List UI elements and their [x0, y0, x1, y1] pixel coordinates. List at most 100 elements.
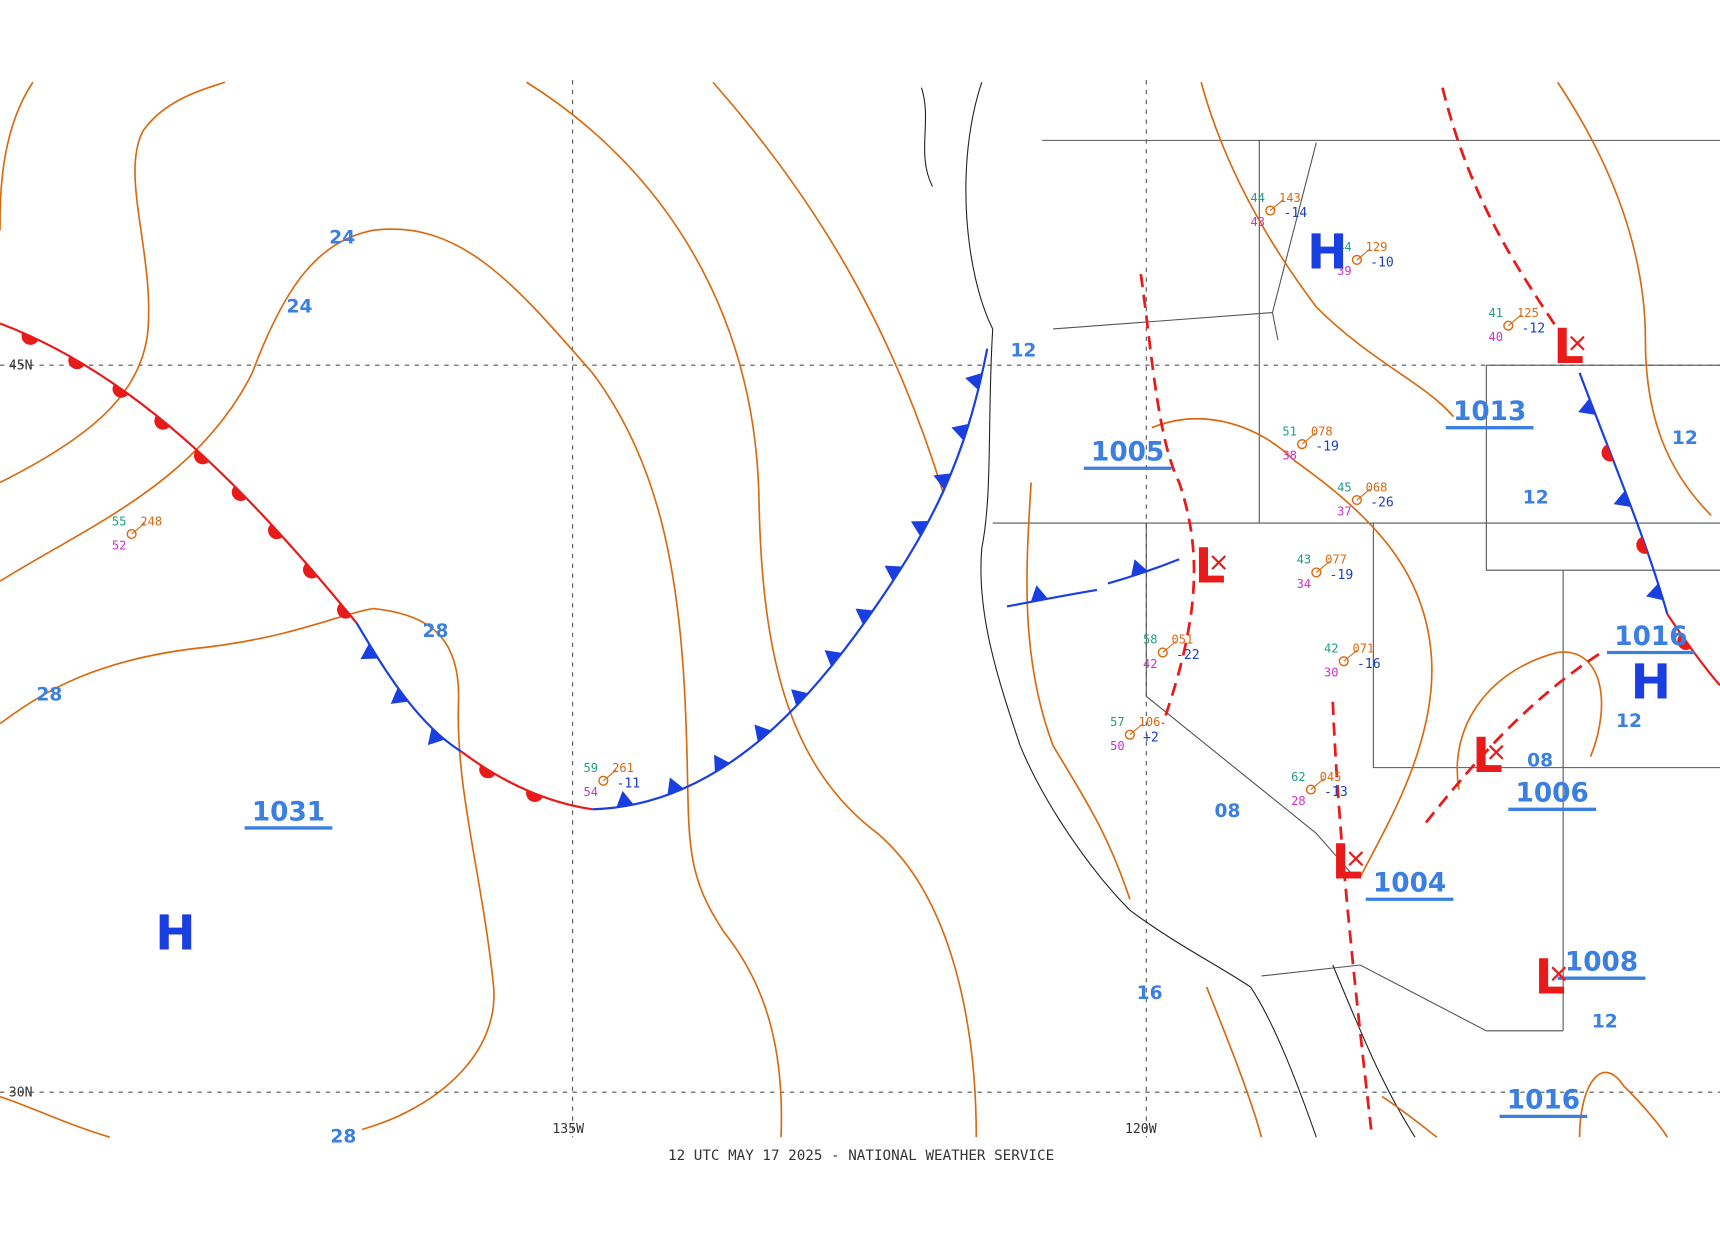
low-cross	[1570, 335, 1585, 351]
wind-barb	[1343, 649, 1358, 662]
dewpoint: 28	[1291, 794, 1306, 808]
isobar	[712, 81, 945, 494]
pressure: 261	[612, 761, 634, 775]
trough	[1441, 87, 1559, 330]
pressure: 045	[1320, 770, 1342, 784]
lat-label: 45N	[9, 359, 33, 374]
coastline	[965, 82, 1317, 1138]
pressure: 071	[1353, 641, 1375, 655]
cold-front-pip	[884, 565, 903, 582]
cold-front-pip	[910, 520, 929, 537]
temperature: 57	[1110, 715, 1125, 729]
cold-front-pip	[965, 372, 983, 391]
wind-barb	[1315, 561, 1330, 573]
isobar	[1026, 482, 1131, 900]
tendency: +2	[1143, 730, 1159, 745]
dewpoint: 42	[1143, 657, 1158, 671]
coastline	[1332, 964, 1416, 1138]
warm-front-pip	[337, 603, 352, 619]
isobar	[1578, 1071, 1669, 1138]
station-marker	[1265, 205, 1276, 216]
isobar	[0, 81, 226, 484]
temperature: 59	[584, 761, 599, 775]
temperature: 51	[1282, 424, 1297, 438]
pressure: 068	[1366, 480, 1388, 494]
cold-front-pip	[1030, 585, 1048, 602]
state-border	[1145, 523, 1356, 878]
front	[1006, 588, 1098, 608]
pressure: 125	[1517, 306, 1539, 320]
cold-front-pip	[1131, 559, 1148, 577]
isobar-label: 12	[1672, 428, 1698, 449]
isobar	[0, 1095, 110, 1138]
low-center: L	[1472, 728, 1503, 784]
dewpoint: 40	[1489, 330, 1504, 344]
cold-front-pip	[824, 650, 843, 667]
cold-front-pip	[667, 777, 684, 795]
low-center: L	[1535, 950, 1566, 1006]
temperature: 58	[1143, 633, 1158, 647]
trough	[1331, 701, 1373, 1130]
low-cross	[1211, 555, 1227, 570]
tendency: -19	[1315, 440, 1339, 455]
station-marker	[1503, 320, 1514, 331]
pressure: 129	[1366, 240, 1388, 254]
isobar	[1205, 986, 1263, 1138]
temperature: 62	[1291, 770, 1306, 784]
isobar	[1556, 81, 1712, 516]
isobar	[526, 81, 978, 1138]
isobar-label: 28	[36, 685, 62, 706]
cold-front-pip	[390, 687, 409, 704]
isobar-label: 16	[1137, 983, 1163, 1004]
cold-front-pip	[791, 689, 809, 707]
warm-front-pip	[1636, 536, 1648, 554]
pressure: 078	[1311, 424, 1333, 438]
station-marker	[1311, 567, 1322, 578]
pressure-value: 1006	[1516, 779, 1589, 809]
pressure: 143	[1279, 191, 1301, 205]
warm-front-pip	[231, 485, 247, 501]
high-center: H	[155, 906, 195, 962]
temperature: 43	[1297, 553, 1312, 567]
station-marker	[1305, 784, 1316, 795]
cold-front-pip	[933, 473, 952, 490]
cold-front-pip	[427, 727, 445, 746]
tendency: -14	[1283, 206, 1307, 221]
coastline	[920, 87, 933, 187]
state-border	[1372, 523, 1720, 769]
station-marker	[1296, 439, 1308, 450]
warm-front-pip	[193, 449, 210, 465]
temperature: 42	[1324, 641, 1339, 655]
state-border	[1053, 311, 1279, 341]
station-marker	[1124, 729, 1135, 740]
isobar	[1200, 82, 1455, 418]
isobar-label: 24	[329, 227, 355, 248]
high-center: H	[1307, 225, 1347, 281]
wind-barb	[1507, 314, 1522, 327]
tendency: -13	[1324, 785, 1348, 800]
isobar-label: 12	[1592, 1012, 1618, 1033]
warm-front-pip	[302, 563, 318, 579]
footer: 12 UTC MAY 17 2025 - NATIONAL WEATHER SE…	[668, 1148, 1054, 1164]
isobar	[0, 607, 495, 1131]
lon-label: 135W	[552, 1122, 584, 1137]
isobar-label: 28	[330, 1127, 356, 1148]
isobar-label: 12	[1010, 340, 1036, 361]
dewpoint: 43	[1251, 215, 1266, 229]
isobar-label: 28	[423, 621, 449, 642]
cold-front-pip	[616, 790, 634, 808]
tendency: -16	[1357, 657, 1381, 672]
state-border	[1485, 365, 1720, 571]
state-border	[1261, 964, 1564, 1032]
wind-barb	[1356, 488, 1371, 501]
warm-front-pip	[479, 765, 496, 779]
tendency: -26	[1370, 496, 1394, 511]
dewpoint: 37	[1337, 504, 1352, 518]
low-cross	[1488, 744, 1504, 760]
high-center: H	[1631, 655, 1671, 711]
pressure-value: 1008	[1565, 947, 1638, 977]
isobar-label: 12	[1616, 711, 1642, 732]
cold-front-pip	[360, 643, 379, 660]
